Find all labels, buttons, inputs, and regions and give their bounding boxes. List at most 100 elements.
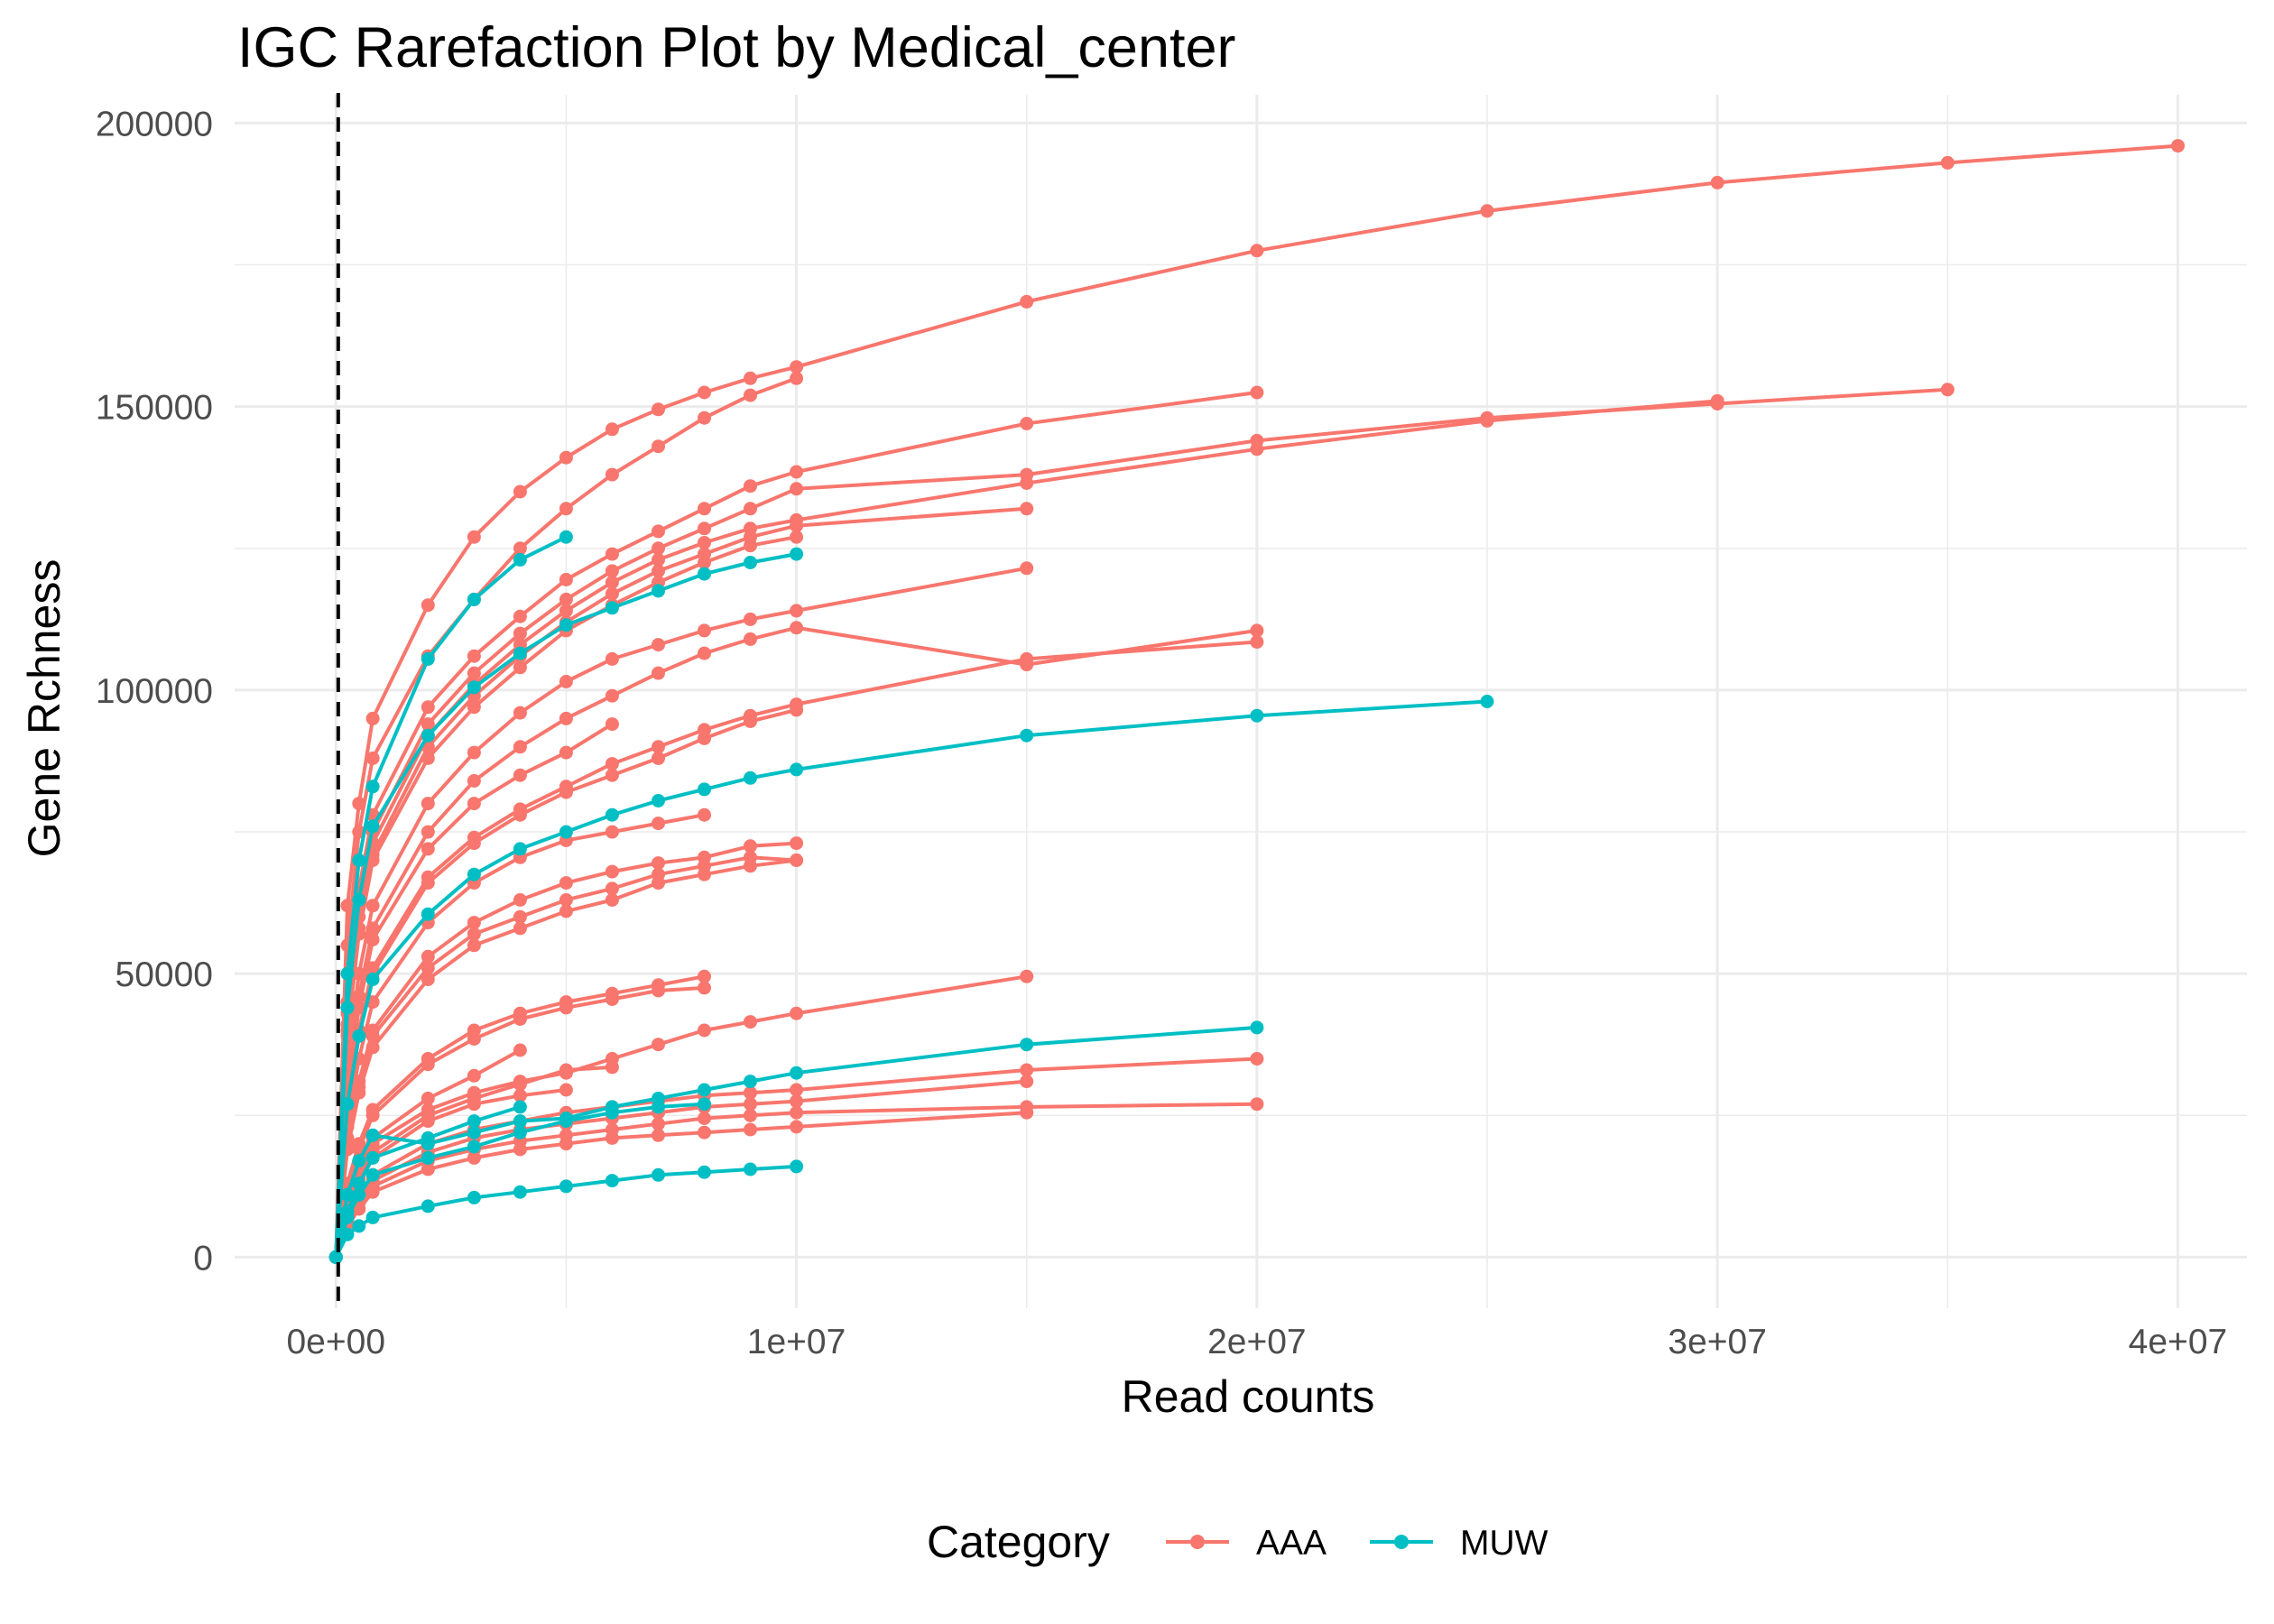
legend-label-muw: MUW <box>1460 1524 1548 1563</box>
data-point <box>513 909 527 924</box>
chart-title: IGC Rarefaction Plot by Medical_center <box>237 16 1236 79</box>
data-point <box>559 1179 573 1194</box>
series-muw-28 <box>328 695 1494 1264</box>
x-tick-label: 4e+07 <box>2129 1323 2228 1361</box>
data-point <box>340 1210 355 1224</box>
series-line <box>334 387 1950 1260</box>
data-point <box>365 780 380 794</box>
data-point <box>2171 139 2185 153</box>
series-aaa-0 <box>328 139 2185 1264</box>
data-point <box>1020 561 1034 576</box>
data-point <box>559 675 573 688</box>
data-point <box>340 1187 355 1202</box>
data-point <box>698 502 711 516</box>
data-point <box>559 876 573 890</box>
data-point <box>421 797 435 811</box>
data-point <box>790 360 804 374</box>
data-point <box>365 1108 380 1122</box>
x-tick-label: 3e+07 <box>1668 1323 1767 1361</box>
legend: Category AAA MUW <box>927 1517 1548 1567</box>
data-point <box>513 1088 527 1103</box>
data-point <box>605 768 619 782</box>
data-point <box>744 1085 757 1100</box>
data-point <box>698 385 711 400</box>
data-point <box>513 807 527 822</box>
data-point <box>744 612 757 626</box>
data-point <box>365 933 380 946</box>
data-point <box>1250 442 1264 457</box>
data-point <box>790 371 804 385</box>
data-point <box>421 961 435 975</box>
legend-key-point-aaa <box>1190 1535 1205 1549</box>
data-point <box>744 839 757 854</box>
data-point <box>365 711 380 725</box>
data-point <box>1710 393 1724 408</box>
data-point <box>790 547 804 561</box>
x-tick-label: 2e+07 <box>1207 1323 1307 1361</box>
data-point <box>605 586 619 601</box>
data-point <box>467 530 481 544</box>
data-point <box>467 927 481 941</box>
data-point <box>513 706 527 720</box>
data-point <box>467 938 481 953</box>
data-point <box>698 646 711 660</box>
x-tick-label: 0e+00 <box>286 1323 385 1361</box>
data-point <box>467 1097 481 1112</box>
y-tick-label: 50000 <box>116 955 213 994</box>
data-point <box>365 1185 380 1199</box>
data-point <box>605 547 619 561</box>
data-point <box>467 1032 481 1046</box>
series-aaa-3 <box>328 383 1955 1264</box>
data-point <box>467 1190 481 1204</box>
data-point <box>421 700 435 715</box>
data-point <box>559 825 573 839</box>
data-point <box>605 651 619 666</box>
data-point <box>513 1077 527 1092</box>
data-point <box>652 1038 665 1052</box>
data-point <box>559 592 573 606</box>
data-point <box>467 1140 481 1154</box>
data-point <box>467 1068 481 1083</box>
data-point <box>467 592 481 606</box>
data-point <box>1250 623 1264 638</box>
data-point <box>790 854 804 867</box>
data-point <box>467 916 481 930</box>
data-point <box>698 411 711 425</box>
data-point <box>467 700 481 715</box>
x-tick-label: 1e+07 <box>747 1323 846 1361</box>
data-point <box>698 981 711 995</box>
y-tick-label: 100000 <box>96 672 213 711</box>
data-point <box>652 666 665 680</box>
data-point <box>365 1210 380 1224</box>
data-point <box>1020 969 1034 983</box>
data-point <box>744 388 757 402</box>
series-aaa-15 <box>328 854 804 1264</box>
data-point <box>790 762 804 777</box>
data-point <box>513 626 527 641</box>
data-point <box>421 825 435 839</box>
data-point <box>513 893 527 907</box>
data-point <box>605 467 619 482</box>
y-tick-label: 0 <box>193 1239 213 1278</box>
data-point <box>698 969 711 983</box>
series-aaa-25 <box>328 1105 1034 1264</box>
data-point <box>559 1001 573 1015</box>
data-point <box>698 782 711 797</box>
data-point <box>652 740 665 754</box>
data-point <box>652 983 665 998</box>
data-point <box>744 1015 757 1029</box>
data-point <box>421 876 435 890</box>
data-point <box>365 1128 380 1142</box>
data-point <box>652 1100 665 1114</box>
data-point <box>513 768 527 782</box>
data-point <box>605 576 619 589</box>
data-point <box>365 751 380 765</box>
data-point <box>559 530 573 544</box>
data-point <box>365 1167 380 1182</box>
data-point <box>513 1142 527 1157</box>
data-point <box>513 609 527 623</box>
series-line <box>334 699 1489 1260</box>
data-point <box>467 867 481 881</box>
data-point <box>744 371 757 385</box>
